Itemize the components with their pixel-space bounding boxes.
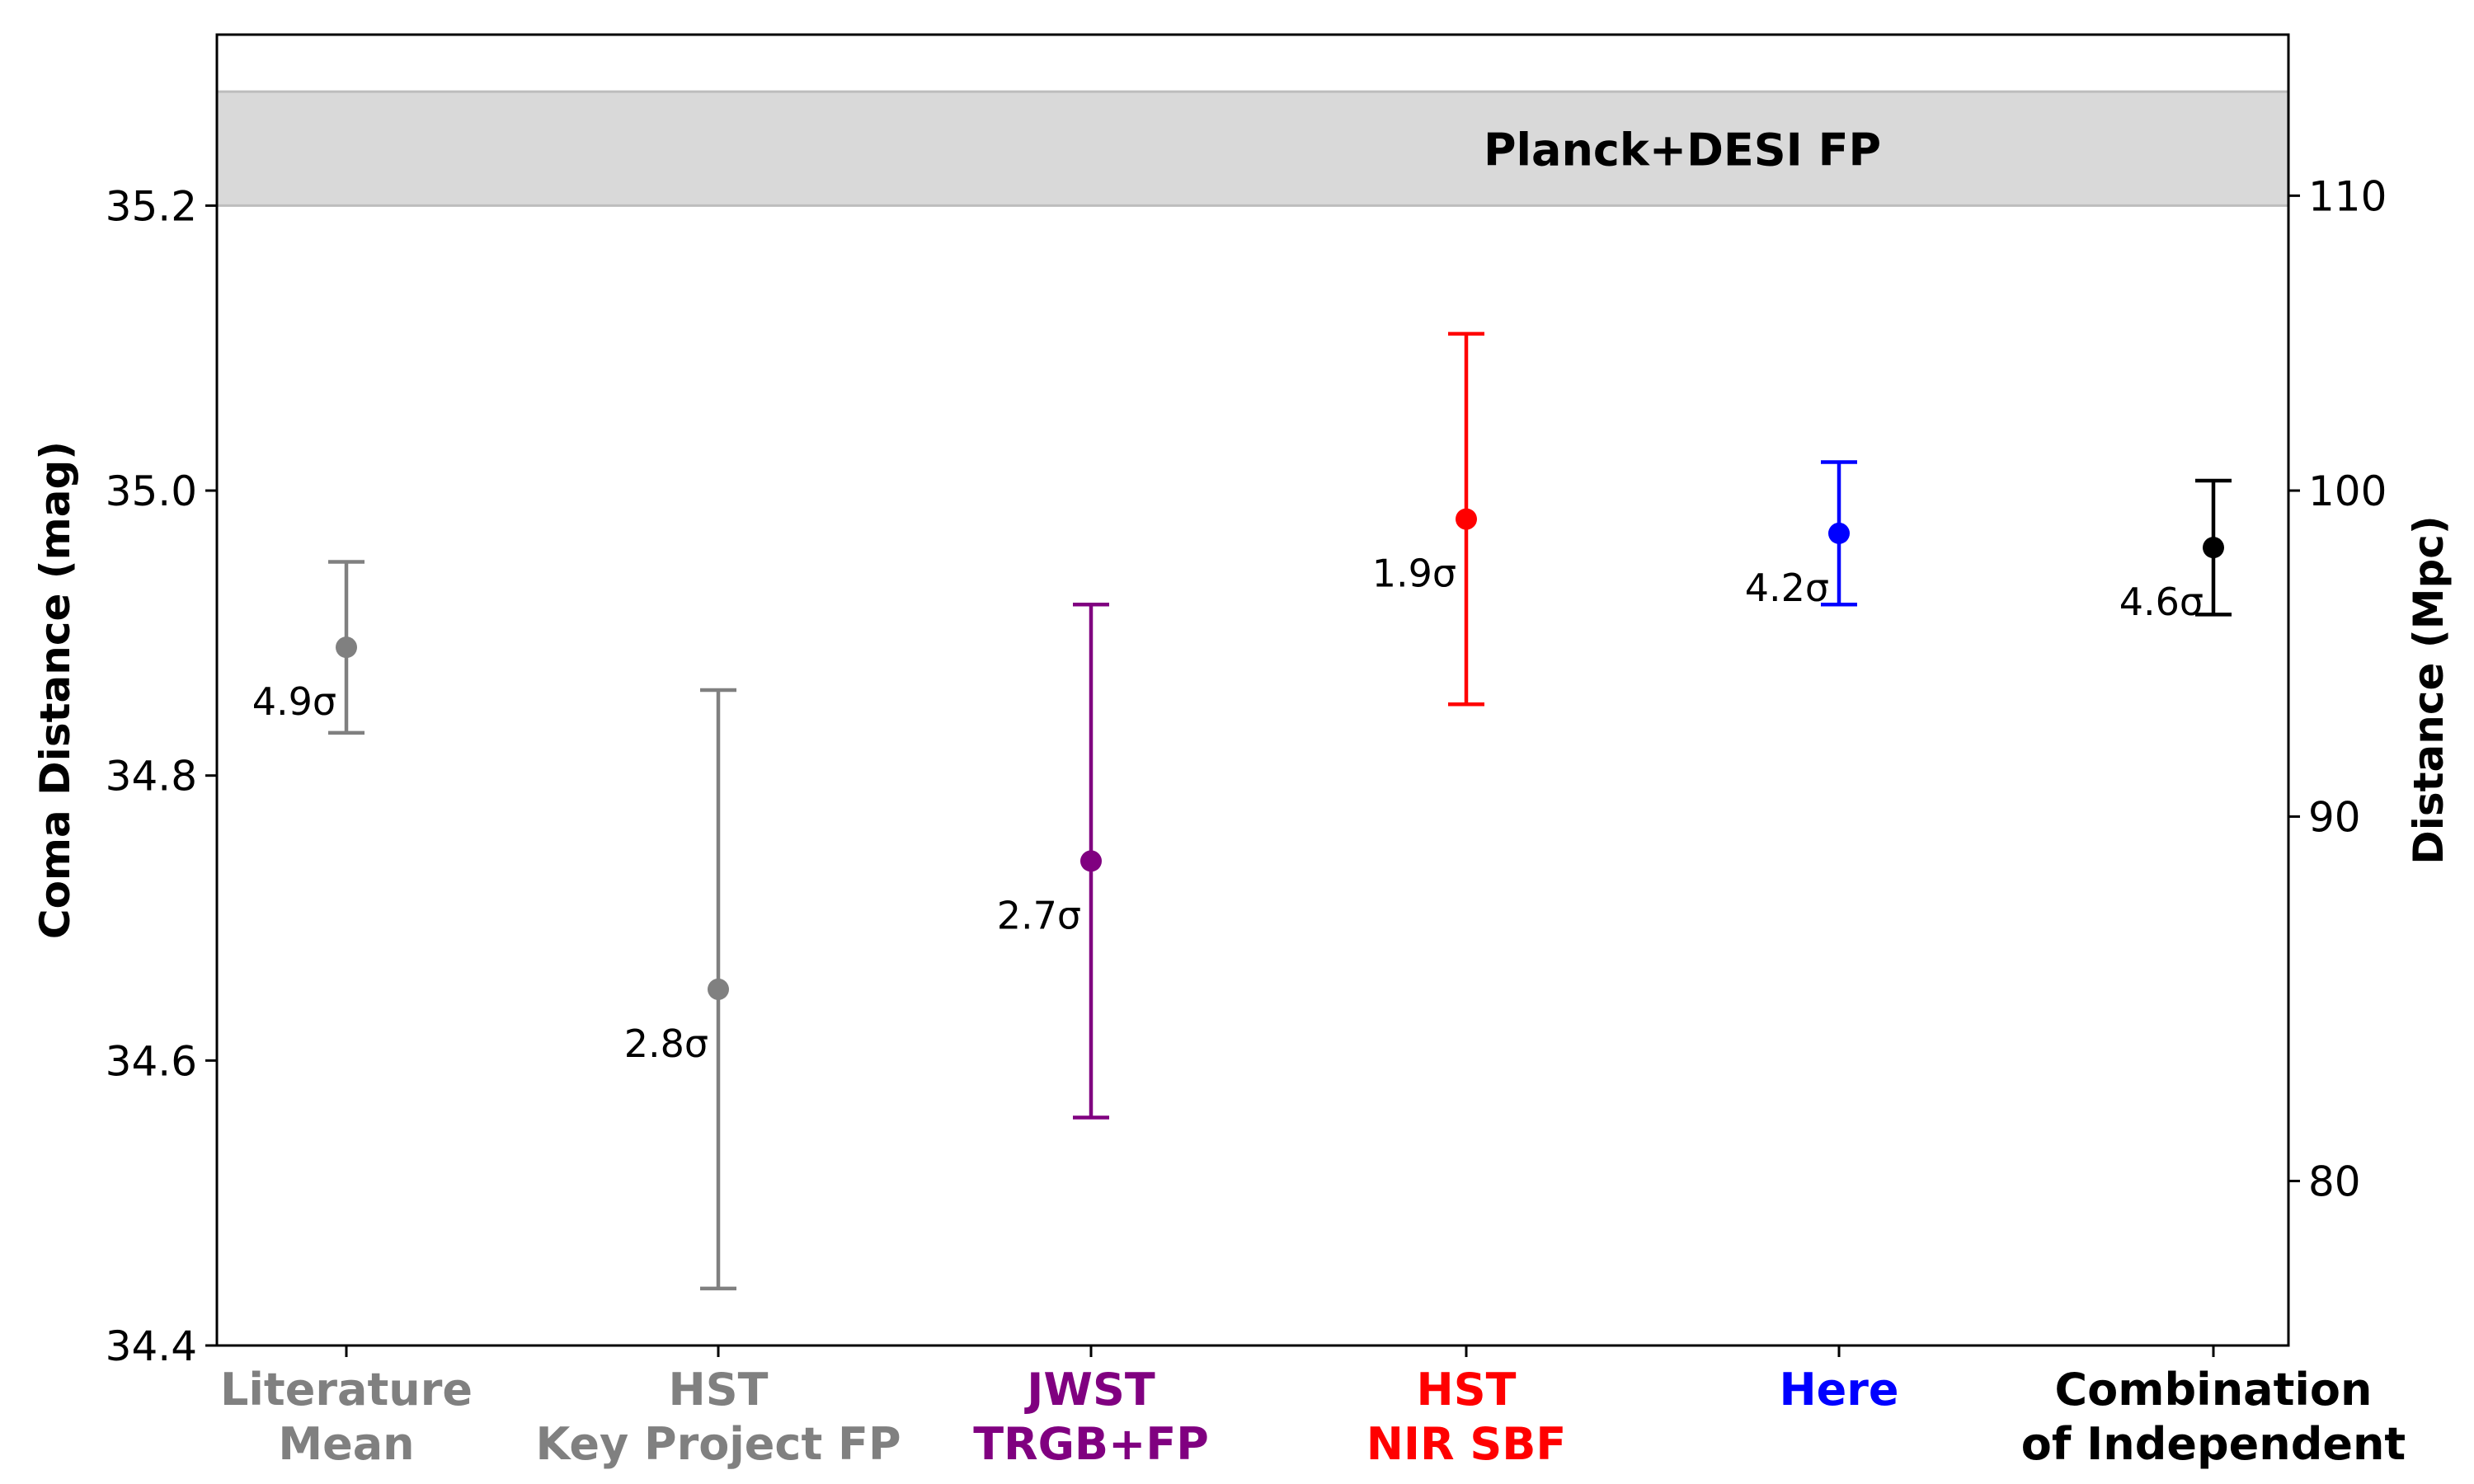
x-tick-label: of Independent [2021,1418,2406,1470]
y-tick-label: 34.4 [106,1322,197,1370]
data-point [1080,850,1102,872]
right-y-axis-label: Distance (Mpc) [2405,515,2453,865]
data-point [1456,508,1477,530]
y2-tick-label: 90 [2308,793,2361,841]
plot-frame [215,33,2290,1347]
x-tick-label: Here [1779,1364,1898,1416]
x-tick-label: TRGB+FP [973,1418,1209,1470]
y2-tick-label: 110 [2308,172,2387,220]
sigma-label: 4.2σ [1745,566,1829,610]
x-tick-label: HST [669,1364,769,1416]
planck-band [217,92,2288,206]
data-point [2203,537,2224,559]
data-point [1828,522,1850,544]
sigma-label: 4.6σ [2119,580,2204,624]
sigma-label: 2.8σ [624,1021,708,1066]
x-tick-label: Literature [220,1364,473,1416]
sigma-label: 1.9σ [1372,552,1456,596]
sigma-label: 2.7σ [997,893,1081,937]
sigma-label: 4.9σ [252,679,336,724]
x-tick-label: Combination [2055,1364,2373,1416]
x-tick-label: Key Project FP [535,1418,901,1470]
y-axis-label: Coma Distance (mag) [31,441,79,939]
y2-tick-label: 100 [2308,467,2387,515]
band-label: Planck+DESI FP [1484,124,1881,176]
x-tick-label: NIR SBF [1366,1418,1567,1470]
planck-band-layer [217,90,2288,207]
data-point [708,978,729,1000]
data-marks-layer: 4.9σ 2.8σ 2.7σ 1.9σ 4.2σ 4.6σ [252,331,2232,1291]
x-tick-label: HST [1417,1364,1517,1416]
y-tick-label: 35.0 [106,467,197,515]
y2-tick-label: 80 [2308,1158,2361,1205]
y-tick-label: 34.8 [106,753,197,801]
data-point [336,636,357,659]
y-tick-label: 34.6 [106,1037,197,1085]
x-tick-label: JWST [1023,1364,1155,1416]
right-y-axis: 80 90 100 110 [2288,172,2387,1205]
x-tick-label: Mean [278,1418,414,1470]
y-tick-label: 35.2 [106,182,197,230]
left-y-axis: 34.4 34.6 34.8 35.0 35.2 [106,182,217,1370]
